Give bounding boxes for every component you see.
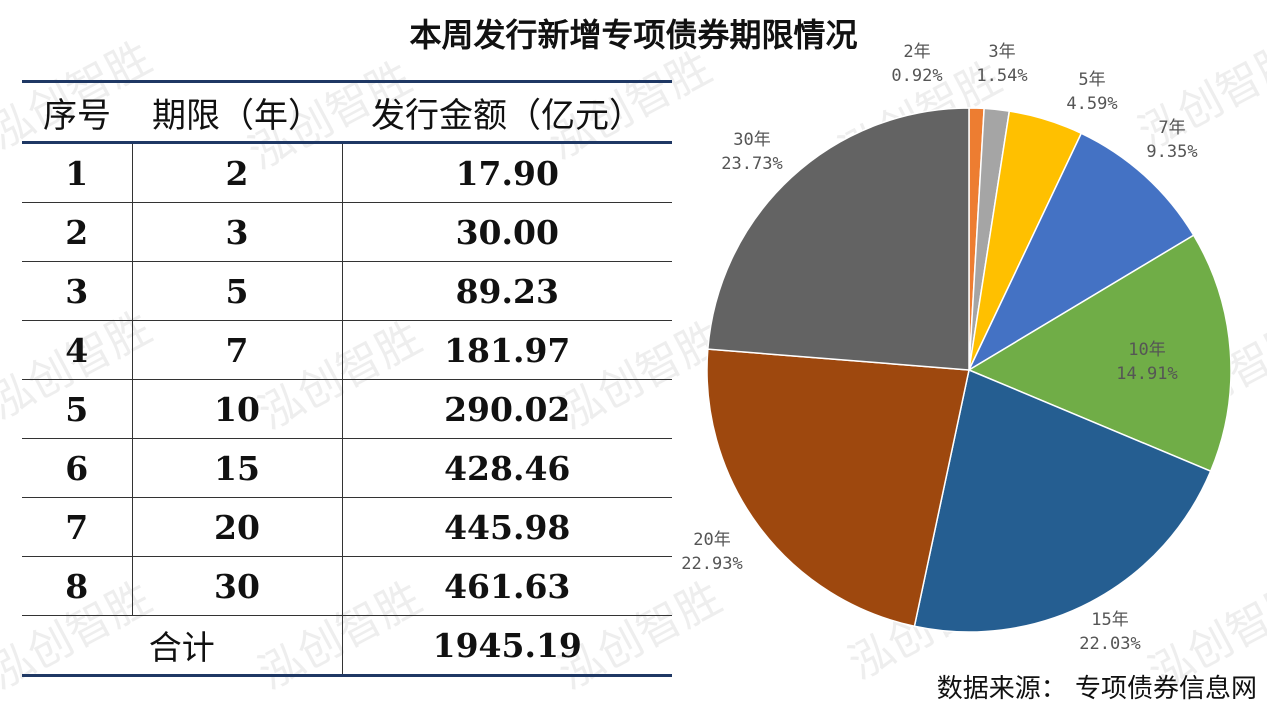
slice-percent-label: 9.35% <box>1146 142 1197 162</box>
header-term: 期限（年） <box>132 80 342 144</box>
pie-slice <box>967 234 1232 473</box>
cell-amount: 30.00 <box>341 202 672 262</box>
table-row: 5 10 290.02 <box>22 379 672 439</box>
cell-term: 7 <box>131 320 342 380</box>
slice-percent-label: 22.93% <box>681 554 742 574</box>
cell-term: 20 <box>131 497 342 557</box>
cell-term: 10 <box>131 379 342 439</box>
cell-term: 15 <box>131 438 342 498</box>
slice-percent-label: 22.03% <box>1079 634 1140 654</box>
cell-index: 5 <box>22 379 132 439</box>
slice-percent-label: 0.92% <box>891 66 942 86</box>
table-row: 6 15 428.46 <box>22 438 672 498</box>
slice-percent-label: 23.73% <box>721 154 782 174</box>
cell-amount: 89.23 <box>341 261 672 321</box>
slice-category-label: 20年 <box>693 530 730 550</box>
cell-index: 2 <box>22 202 132 262</box>
slice-percent-label: 4.59% <box>1066 94 1117 114</box>
slice-category-label: 3年 <box>988 42 1015 62</box>
table-row: 2 3 30.00 <box>22 202 672 262</box>
slice-percent-label: 1.54% <box>976 66 1027 86</box>
slice-category-label: 10年 <box>1128 340 1165 360</box>
slice-percent-label: 14.91% <box>1116 364 1177 384</box>
cell-index: 6 <box>22 438 132 498</box>
pie-slice <box>707 107 970 371</box>
table-row: 4 7 181.97 <box>22 320 672 380</box>
cell-amount: 445.98 <box>341 497 672 557</box>
cell-amount: 181.97 <box>341 320 672 380</box>
table-row: 3 5 89.23 <box>22 261 672 321</box>
pie-slice <box>967 132 1195 372</box>
cell-term: 30 <box>131 556 342 616</box>
cell-index: 1 <box>22 142 132 203</box>
cell-term: 3 <box>131 202 342 262</box>
table-row: 8 30 461.63 <box>22 556 672 616</box>
cell-term: 2 <box>131 142 342 203</box>
pie-slice <box>706 348 970 628</box>
cell-amount: 428.46 <box>341 438 672 498</box>
cell-amount: 461.63 <box>341 556 672 616</box>
slice-category-label: 7年 <box>1158 118 1185 138</box>
table-row: 1 2 17.90 <box>22 142 672 203</box>
cell-index: 8 <box>22 556 132 616</box>
header-index: 序号 <box>22 80 132 144</box>
table-row: 7 20 445.98 <box>22 497 672 557</box>
total-label: 合计 <box>22 615 342 677</box>
pie-slice <box>913 368 1212 633</box>
table-header-row: 序号 期限（年） 发行金额（亿元） <box>22 80 672 144</box>
total-value: 1945.19 <box>341 615 672 677</box>
cell-index: 3 <box>22 261 132 321</box>
pie-chart: 2年 0.92% 3年 1.54% 5年 4.59% 7年 9.35% 10年 14.91% 15年… <box>681 42 1232 654</box>
table-total-row: 合计 1945.19 <box>22 615 672 677</box>
issuance-table: 序号 期限（年） 发行金额（亿元） 1 2 17.90 2 3 30.00 3 5 89.23 4… <box>22 80 672 677</box>
slice-category-label: 30年 <box>733 130 770 150</box>
slice-category-label: 15年 <box>1091 610 1128 630</box>
cell-amount: 17.90 <box>341 142 672 203</box>
slice-category-label: 5年 <box>1078 70 1105 90</box>
cell-index: 7 <box>22 497 132 557</box>
cell-amount: 290.02 <box>341 379 672 439</box>
cell-index: 4 <box>22 320 132 380</box>
chart-title: 本周发行新增专项债券期限情况 <box>409 16 858 54</box>
data-source: 数据来源： 专项债券信息网 <box>936 674 1257 704</box>
header-amount: 发行金额（亿元） <box>342 80 672 144</box>
cell-term: 5 <box>131 261 342 321</box>
slice-category-label: 2年 <box>903 42 930 62</box>
